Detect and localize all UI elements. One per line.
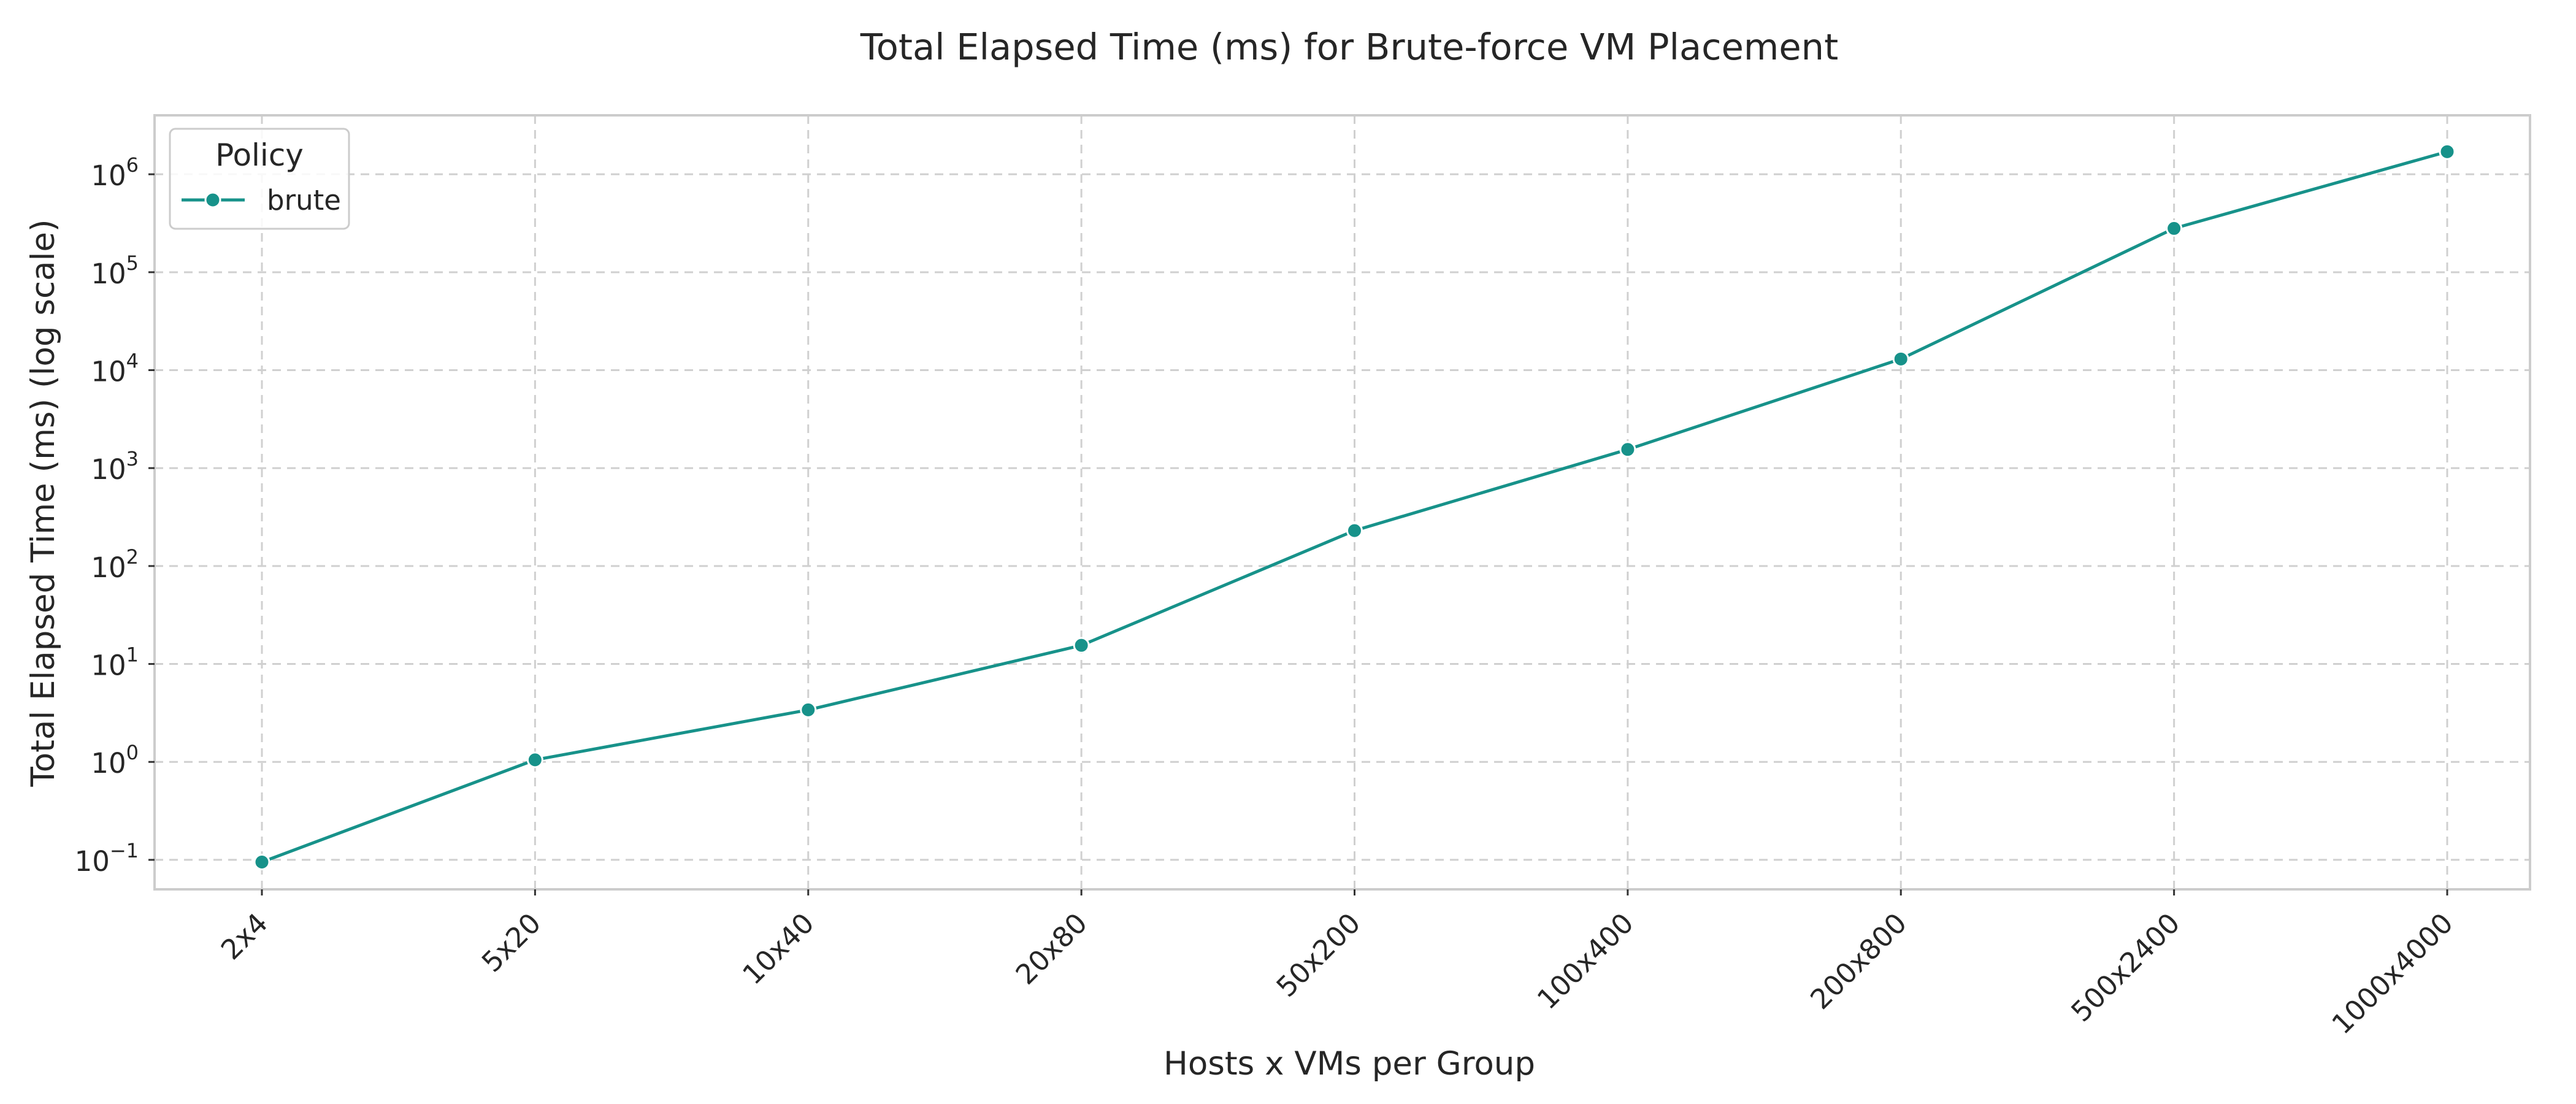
data-point-1000x4000[interactable] — [2439, 143, 2456, 160]
legend-entry-brute: brute — [267, 184, 341, 217]
data-point-500x2400[interactable] — [2166, 220, 2183, 237]
data-point-10x40[interactable] — [800, 701, 817, 718]
x-tick-label: 20x80 — [1010, 907, 1094, 991]
legend-swatch-marker — [204, 191, 221, 209]
x-tick-label: 100x400 — [1531, 907, 1640, 1016]
y-tick-label: 106 — [91, 153, 139, 192]
y-tick-label: 102 — [91, 545, 139, 584]
x-tick-label: 50x200 — [1270, 907, 1367, 1003]
data-point-20x80[interactable] — [1073, 637, 1090, 654]
x-tick-label: 1000x4000 — [2326, 907, 2459, 1040]
legend[interactable]: Policy brute — [169, 128, 350, 230]
y-tick-label: 104 — [91, 350, 139, 388]
y-axis-ticks: 10−1 100 101 102 103 104 105 106 — [75, 153, 155, 878]
data-point-50x200[interactable] — [1346, 522, 1363, 539]
x-tick-label: 200x800 — [1804, 907, 1913, 1016]
x-axis-label: Hosts x VMs per Group — [1163, 1045, 1535, 1083]
x-tick-label: 10x40 — [736, 907, 820, 991]
y-axis-label: Total Elapsed Time (ms) (log scale) — [25, 219, 62, 787]
y-tick-label: 103 — [91, 447, 139, 486]
y-tick-label: 105 — [91, 251, 139, 290]
y-tick-label: 100 — [91, 741, 139, 780]
x-tick-label: 2x4 — [215, 907, 274, 966]
y-tick-label: 101 — [91, 643, 139, 682]
data-point-5x20[interactable] — [526, 751, 543, 769]
data-point-2x4[interactable] — [253, 853, 270, 870]
legend-title: Policy — [215, 137, 304, 173]
plot-frame — [153, 114, 2531, 891]
x-axis-ticks: 2x4 5x20 10x40 20x80 50x200 100x400 200x800 500… — [215, 889, 2459, 1041]
series-layer — [253, 143, 2456, 870]
chart-title: Total Elapsed Time (ms) for Brute-force … — [860, 26, 1838, 68]
x-tick-label: 500x2400 — [2064, 907, 2186, 1028]
x-tick-label: 5x20 — [475, 907, 547, 978]
y-tick-label: 10−1 — [75, 839, 139, 878]
data-point-100x400[interactable] — [1619, 441, 1636, 458]
grid — [155, 115, 2530, 889]
data-point-200x800[interactable] — [1892, 350, 1909, 367]
